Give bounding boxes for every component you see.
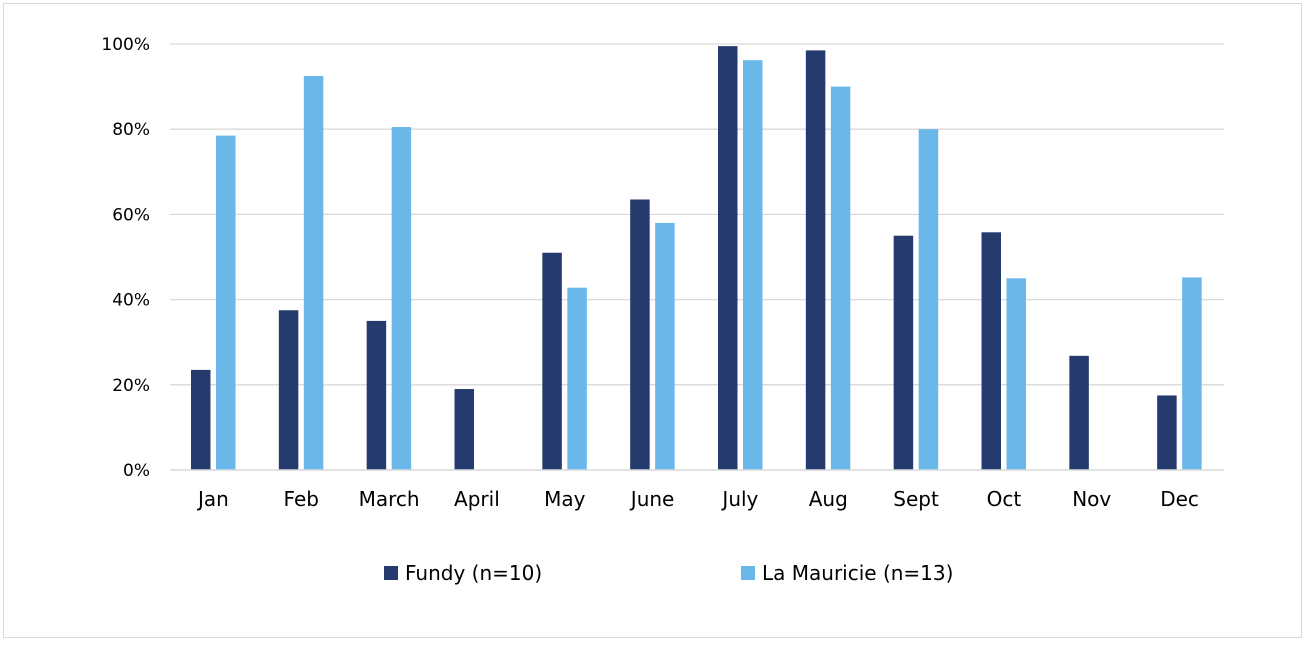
x-category-label: May [544,487,586,511]
x-axis-category-labels: Jan Feb March April May June July Aug Sept Oct Nov… [196,487,1199,511]
x-category-label: March [359,487,420,511]
bar-fundy-dec [1157,395,1177,470]
bar-fundy-april [454,389,474,470]
gridlines [170,43,1224,386]
bar-fundy-jan [191,369,211,470]
bar-la-mauricie-oct [1006,278,1026,470]
bar-fundy-march [366,320,387,470]
bars [191,46,1202,471]
bar-la-mauricie-dec [1182,277,1202,470]
bar-la-mauricie-sept [918,129,939,470]
bar-la-mauricie-july [743,60,763,471]
x-category-label: Feb [284,487,319,511]
legend-swatch [741,566,755,580]
legend: Fundy (n=10) La Mauricie (n=13) [384,561,953,585]
x-category-label: Nov [1072,487,1111,511]
bar-la-mauricie-feb [303,75,324,470]
x-category-label: Sept [893,487,939,511]
x-category-label: June [629,487,675,511]
bar-la-mauricie-march [391,127,412,470]
x-category-label: Jan [196,487,229,511]
bar-fundy-feb [278,310,299,470]
legend-label: La Mauricie (n=13) [762,561,953,585]
y-tick-label: 80% [112,120,150,140]
bar-fundy-sept [893,235,914,470]
bar-la-mauricie-aug [830,86,851,470]
bar-la-mauricie-jan [216,135,236,470]
x-category-label: Oct [987,487,1022,511]
y-tick-label: 100% [101,35,150,55]
bar-fundy-oct [981,232,1001,470]
bar-la-mauricie-june [655,222,675,470]
bar-fundy-june [630,199,650,471]
bar-la-mauricie-may [567,287,587,470]
bar-fundy-nov [1069,355,1089,470]
x-category-label: Aug [809,487,848,511]
y-tick-label: 20% [112,376,150,396]
y-tick-label: 60% [112,205,150,225]
y-tick-label: 0% [123,461,150,481]
legend-swatch [384,566,398,580]
x-category-label: April [454,487,500,511]
x-category-label: July [720,487,758,511]
y-tick-label: 40% [112,291,150,311]
y-axis-tick-labels: 0% 20% 40% 60% 80% 100% [101,35,150,481]
x-category-label: Dec [1160,487,1199,511]
bar-fundy-aug [805,50,826,470]
legend-label: Fundy (n=10) [405,561,542,585]
bar-fundy-may [542,252,562,470]
bar-fundy-july [718,46,738,470]
